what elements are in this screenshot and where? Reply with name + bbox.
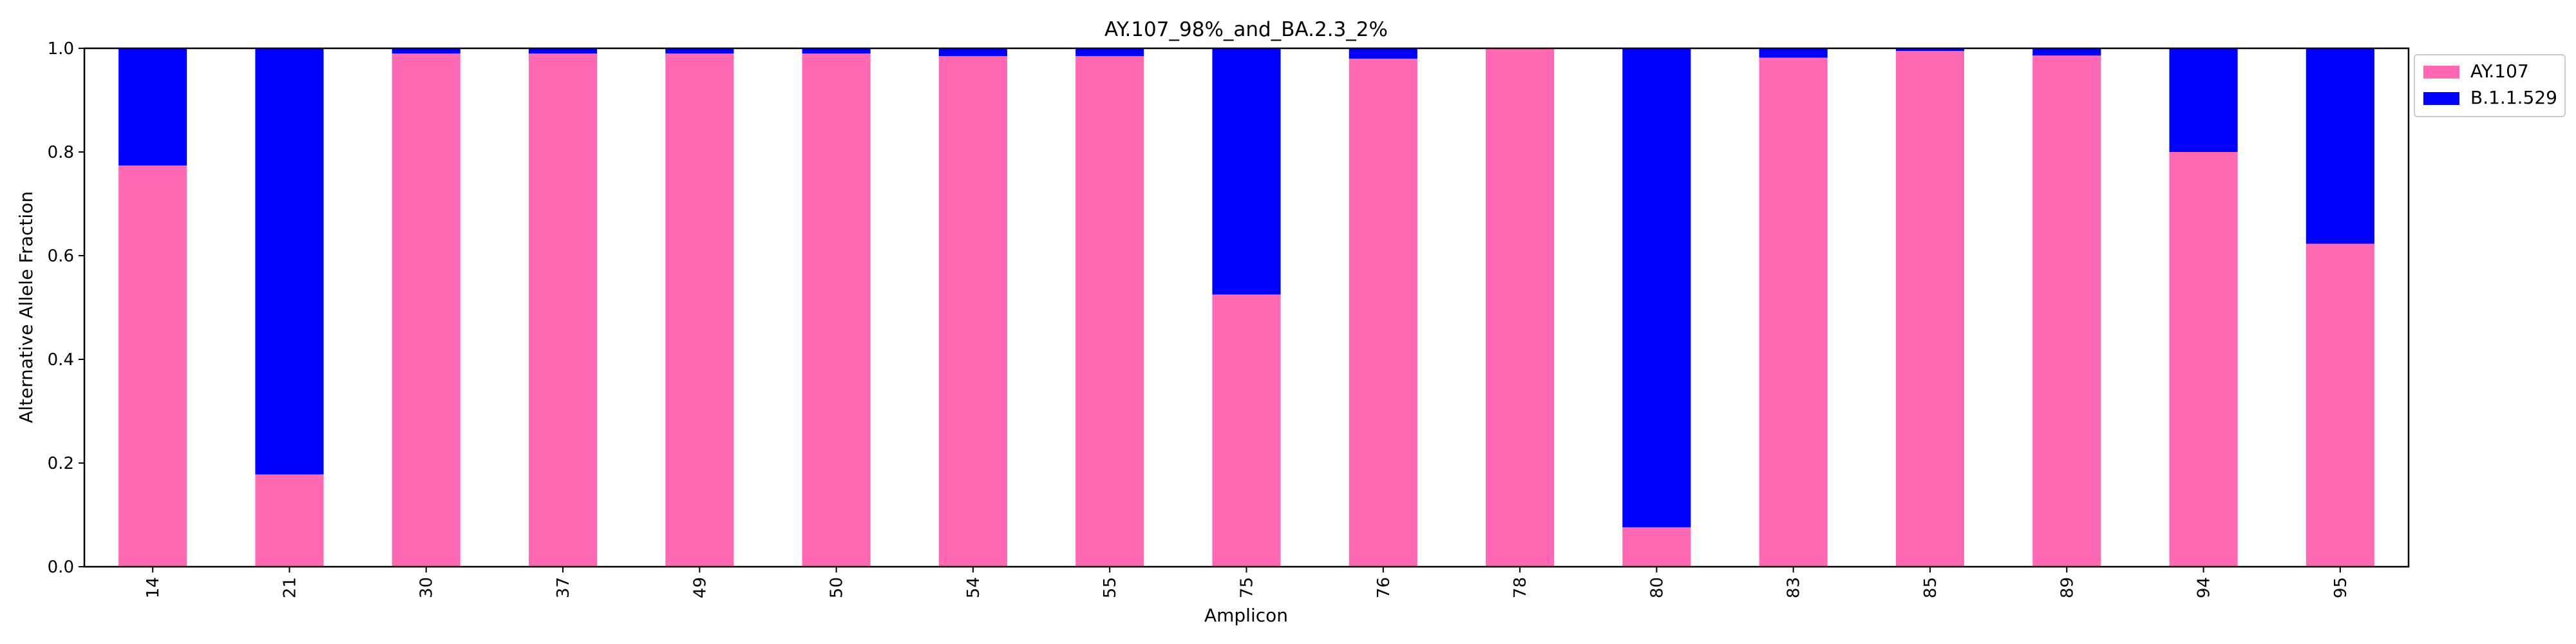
bar-ay107-55 [1075,56,1144,567]
bar-b11529-50 [802,48,871,54]
x-tick-label: 95 [2331,577,2351,598]
bar-b11529-75 [1212,48,1281,295]
y-axis: 0.0 0.2 0.4 0.6 0.8 1.0 [48,39,84,577]
y-tick-label: 1.0 [48,39,74,59]
x-tick-label: 14 [144,577,163,598]
x-axis-label: Amplicon [1204,605,1288,626]
legend-label-b11529: B.1.1.529 [2470,87,2557,108]
x-tick-label: 30 [417,577,437,598]
y-tick-label: 0.8 [48,143,74,162]
legend: AY.107 B.1.1.529 [2414,54,2566,117]
x-tick-label: 94 [2195,577,2214,598]
bar-b11529-95 [2306,48,2374,244]
bars-layer [118,48,2374,567]
bar-b11529-83 [1759,48,1828,58]
bar-b11529-55 [1075,48,1144,57]
bar-b11529-37 [528,48,598,54]
bar-b11529-21 [255,48,324,475]
bar-b11529-85 [1895,48,1965,52]
x-tick-label: 37 [554,577,573,598]
bar-ay107-21 [255,474,324,567]
bar-b11529-89 [2032,48,2101,56]
x-tick-label: 85 [1921,577,1940,598]
bar-ay107-85 [1895,51,1965,567]
bar-ay107-30 [392,53,460,567]
y-tick-label: 0.4 [48,350,74,370]
bar-b11529-30 [392,48,460,54]
x-tick-label: 55 [1101,577,1120,598]
x-tick-label: 76 [1374,577,1394,598]
bar-b11529-76 [1349,48,1417,59]
bar-b11529-54 [938,48,1007,57]
bar-ay107-14 [118,165,187,567]
bar-ay107-50 [802,53,871,567]
x-tick-label: 78 [1511,577,1530,598]
y-axis-label: Alternative Allele Fraction [15,191,37,423]
legend-swatch-b11529 [2423,92,2459,105]
bar-ay107-49 [665,53,734,567]
x-tick-label: 83 [1785,577,1804,598]
bar-ay107-89 [2032,55,2101,567]
bar-ay107-75 [1212,294,1281,567]
bar-ay107-78 [1486,48,1555,567]
bar-b11529-94 [2169,48,2238,152]
bar-ay107-83 [1759,57,1828,567]
x-tick-label: 89 [2058,577,2077,598]
bar-ay107-80 [1622,527,1691,567]
x-tick-label: 21 [280,577,299,598]
x-axis: 14 21 30 37 49 50 54 55 75 76 78 80 83 85 89 94 95 [144,567,2351,598]
legend-swatch-ay107 [2423,66,2459,79]
bar-b11529-14 [118,48,187,166]
bar-ay107-94 [2169,152,2238,567]
bar-b11529-80 [1622,48,1691,527]
x-tick-label: 49 [690,577,710,598]
bar-ay107-95 [2306,243,2374,567]
x-tick-label: 54 [964,577,983,598]
x-tick-label: 80 [1647,577,1667,598]
bar-ay107-54 [938,56,1007,567]
y-tick-label: 0.6 [48,247,74,266]
bar-ay107-76 [1349,59,1417,567]
chart-title: AY.107_98%_and_BA.2.3_2% [1104,18,1388,41]
bar-ay107-37 [528,53,598,567]
bar-b11529-49 [665,48,734,54]
y-tick-label: 0.0 [48,558,74,577]
x-tick-label: 50 [828,577,847,598]
legend-label-ay107: AY.107 [2470,61,2529,82]
x-tick-label: 75 [1238,577,1257,598]
y-tick-label: 0.2 [48,454,74,473]
